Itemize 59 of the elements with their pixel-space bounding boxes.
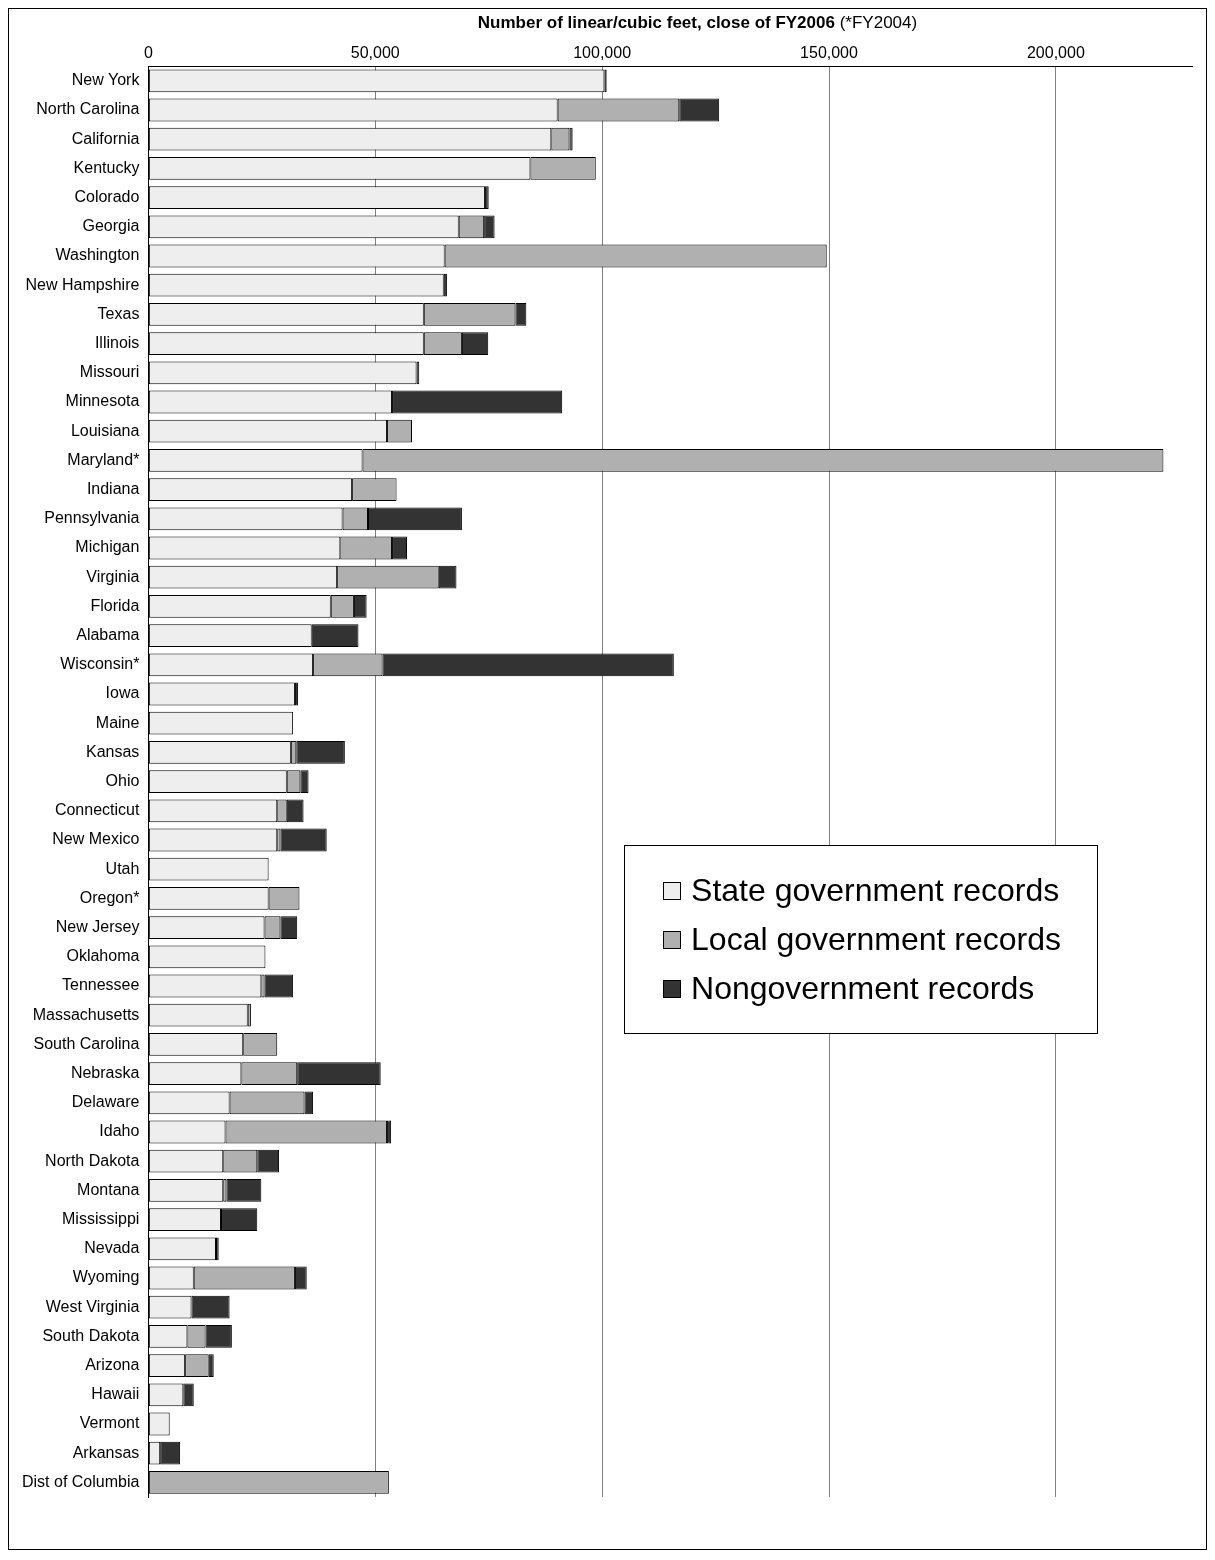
y-tick-label: South Carolina [33,1034,140,1052]
y-tick-label: Oklahoma [66,947,140,965]
y-tick-label: North Dakota [45,1151,140,1169]
y-tick-label: Wyoming [72,1268,140,1286]
y-tick-label: Dist of Columbia [22,1472,140,1490]
y-tick-label: Utah [105,859,140,877]
y-tick-label: New Mexico [52,830,140,848]
y-tick-label: Idaho [99,1122,140,1140]
y-tick-label: Illinois [94,334,140,352]
y-tick-label: Nebraska [70,1064,140,1082]
y-tick-label: Minnesota [65,392,140,410]
y-tick-label: Kansas [86,742,140,760]
y-tick-label: Arkansas [72,1443,140,1461]
y-tick-label: New Hampshire [25,275,140,293]
y-tick-label: Connecticut [54,801,140,819]
y-tick-label: Vermont [79,1414,140,1432]
chart-subtitle: (*FY2004) [839,13,918,32]
y-tick-label: Maine [95,713,140,731]
y-tick-label: Washington [55,246,140,264]
y-tick-label: Alabama [76,626,140,644]
legend-label: Nongovernment records [691,970,1035,1007]
y-tick-label: Ohio [105,772,140,790]
y-tick-label: Missouri [79,363,140,381]
y-tick-label: Colorado [74,188,140,206]
y-tick-label: Texas [97,304,140,322]
x-tick-label: 0 [143,44,153,62]
y-tick-label: Indiana [86,480,140,498]
x-tick-label: 150,000 [800,44,859,62]
y-tick-label: Wisconsin* [60,655,140,673]
y-tick-label: New Jersey [55,918,140,936]
y-tick-label: California [71,129,140,147]
y-tick-label: Oregon* [79,888,140,906]
y-tick-label: Hawaii [91,1385,140,1403]
y-tick-label: Maryland* [67,450,140,468]
y-tick-label: Iowa [105,684,140,702]
x-tick-label: 100,000 [573,44,632,62]
y-tick-label: Virginia [86,567,140,585]
y-tick-label: Michigan [75,538,140,556]
y-tick-label: Delaware [71,1093,140,1111]
y-tick-label: South Dakota [42,1326,140,1344]
chart-title: Number of linear/cubic feet, close of FY2006 [477,13,835,32]
y-tick-label: Mississippi [62,1210,140,1228]
y-tick-label: New York [71,71,141,89]
y-tick-label: Arizona [85,1356,140,1374]
y-tick-label: Georgia [82,217,140,235]
y-tick-label: Louisiana [70,421,140,439]
x-tick-label: 50,000 [350,44,400,62]
legend-label: State government records [691,872,1060,909]
y-tick-label: Tennessee [61,976,140,994]
y-tick-label: Nevada [84,1239,140,1257]
legend-label: Local government records [691,921,1061,958]
y-tick-label: Montana [77,1180,140,1198]
y-tick-label: Pennsylvania [44,509,140,527]
y-tick-label: North Carolina [36,100,140,118]
y-tick-label: Kentucky [73,158,140,176]
y-tick-label: West Virginia [45,1297,140,1315]
y-tick-label: Florida [90,596,140,614]
y-tick-label: Massachusetts [32,1005,140,1023]
x-tick-label: 200,000 [1026,44,1085,62]
